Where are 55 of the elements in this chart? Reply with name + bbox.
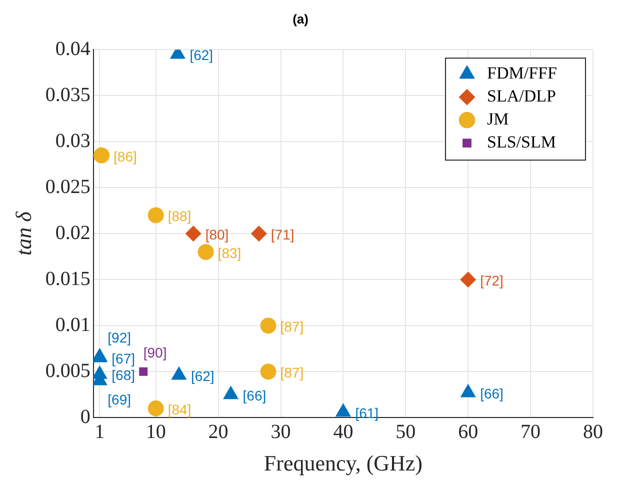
annotation: [86] [114, 148, 137, 164]
y-tick-label: 0 [80, 406, 90, 428]
annotation: [92] [108, 330, 132, 346]
annotation: [72] [480, 272, 504, 288]
point [171, 366, 187, 380]
y-tick-label: 0.005 [45, 360, 90, 382]
x-axis-title: Frequency, (GHz) [264, 450, 423, 476]
annotation: [62] [190, 368, 214, 384]
y-tick-label: 0.025 [45, 176, 90, 198]
x-tick-label: 70 [520, 420, 541, 443]
point [222, 386, 239, 400]
annotation: [87] [280, 364, 304, 380]
legend-label: FDM/FFF [487, 64, 557, 83]
annotation: [61] [355, 404, 379, 421]
y-tick-label: 0.03 [55, 130, 90, 152]
chart-title: (a) [292, 11, 308, 26]
annotation: [66] [242, 387, 266, 404]
annotation: [71] [270, 226, 294, 242]
annotation: [90] [143, 344, 167, 360]
x-tick-label: 30 [270, 420, 291, 443]
x-tick-label: 80 [583, 420, 603, 443]
point [148, 207, 164, 224]
point [185, 226, 202, 242]
annotation: [83] [218, 244, 242, 261]
x-tick-label: 20 [208, 420, 228, 443]
point [250, 226, 267, 242]
legend-label: SLS/SLM [487, 132, 556, 152]
y-tick-label: 0.02 [55, 222, 90, 244]
annotation: [67] [112, 350, 136, 367]
y-tick-label: 0.015 [45, 268, 90, 290]
y-axis-title: tan δ [10, 210, 36, 256]
x-tick-label: 40 [333, 420, 354, 443]
y-tick-label: 0.035 [45, 84, 90, 106]
y-tick-label: 0.01 [55, 314, 90, 336]
annotation: [88] [168, 208, 192, 224]
annotation: [66] [480, 386, 504, 402]
legend-label: JM [487, 110, 509, 129]
point [198, 244, 214, 260]
x-tick-label: 1 [94, 420, 105, 443]
annotation: [80] [205, 226, 229, 242]
x-tick-label: 50 [396, 420, 416, 443]
point [94, 147, 110, 164]
annotation: [69] [108, 392, 132, 408]
annotation: [62] [190, 47, 214, 64]
x-tick-label: 10 [146, 420, 166, 443]
annotation: [68] [112, 367, 136, 384]
legend-label: SLA/DLP [487, 86, 556, 106]
point [335, 403, 351, 417]
point [460, 384, 476, 398]
x-tick-label: 60 [458, 420, 478, 443]
annotation: [87] [280, 318, 304, 334]
y-tick-label: 0.04 [55, 38, 90, 60]
point [460, 272, 476, 288]
point [260, 318, 276, 334]
annotation: [84] [168, 401, 192, 418]
